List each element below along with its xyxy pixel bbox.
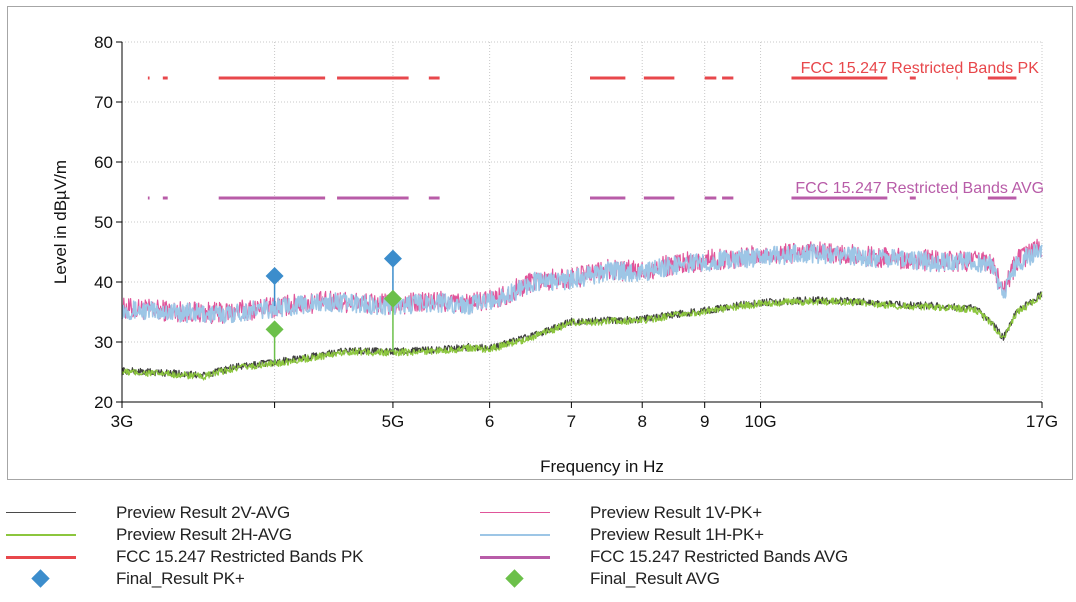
x-tick-label: 8 xyxy=(637,412,646,431)
y-tick-label: 60 xyxy=(94,153,113,172)
legend-label: Final_Result PK+ xyxy=(116,569,245,588)
final-result-marker xyxy=(383,289,402,308)
x-tick-label: 5G xyxy=(382,412,405,431)
legend-line xyxy=(6,512,76,513)
y-tick-label: 20 xyxy=(94,393,113,412)
legend-line-swatch xyxy=(480,502,550,524)
legend-diamond-swatch xyxy=(6,568,76,590)
y-tick-label: 70 xyxy=(94,93,113,112)
legend-line-swatch xyxy=(480,524,550,546)
x-tick-label: 9 xyxy=(700,412,709,431)
y-tick-label: 40 xyxy=(94,273,113,292)
x-tick-label: 3G xyxy=(111,412,134,431)
y-axis-label: Level in dBµV/m xyxy=(51,160,70,284)
y-tick-label: 80 xyxy=(94,33,113,52)
x-tick-label: 7 xyxy=(567,412,576,431)
final-result-marker xyxy=(383,249,402,268)
emission-chart: FCC 15.247 Restricted Bands PK FCC 15.247… xyxy=(51,33,1058,476)
x-tick-label: 17G xyxy=(1026,412,1058,431)
x-tick-label: 10G xyxy=(744,412,776,431)
legend-line xyxy=(480,512,550,513)
legend-item: Final_Result PK+ xyxy=(6,568,245,590)
legend-line-swatch xyxy=(6,502,76,524)
legend-item: Preview Result 2V-AVG xyxy=(6,502,290,524)
legend-label: FCC 15.247 Restricted Bands AVG xyxy=(590,547,849,566)
limit-label: FCC 15.247 Restricted Bands AVG xyxy=(795,180,1044,197)
legend-item: Preview Result 2H-AVG xyxy=(6,524,292,546)
y-tick-label: 30 xyxy=(94,333,113,352)
legend-label: Final_Result AVG xyxy=(590,569,720,588)
legend-label: Preview Result 2V-AVG xyxy=(116,503,291,522)
diamond-icon xyxy=(505,569,524,588)
diamond-icon xyxy=(31,569,50,588)
legend: Preview Result 2V-AVG Preview Result 1V-P… xyxy=(0,502,1076,602)
legend-line xyxy=(480,534,550,536)
limit-label: FCC 15.247 Restricted Bands PK xyxy=(801,60,1040,77)
legend-line-swatch xyxy=(6,546,76,568)
y-tick-label: 50 xyxy=(94,213,113,232)
legend-line-swatch xyxy=(480,546,550,568)
x-tick-label: 6 xyxy=(485,412,494,431)
legend-item: Preview Result 1V-PK+ xyxy=(480,502,762,524)
legend-label: Preview Result 1H-PK+ xyxy=(590,525,764,544)
legend-item: FCC 15.247 Restricted Bands PK xyxy=(6,546,363,568)
legend-diamond-swatch xyxy=(480,568,550,590)
legend-item: FCC 15.247 Restricted Bands AVG xyxy=(480,546,848,568)
legend-item: Final_Result AVG xyxy=(480,568,720,590)
x-axis-label: Frequency in Hz xyxy=(540,457,664,476)
legend-label: FCC 15.247 Restricted Bands PK xyxy=(116,547,364,566)
legend-line xyxy=(6,534,76,536)
final-result-marker xyxy=(265,267,284,285)
legend-line-swatch xyxy=(6,524,76,546)
final-result-marker xyxy=(265,320,284,339)
legend-line xyxy=(480,556,550,559)
legend-line xyxy=(6,556,76,559)
legend-item: Preview Result 1H-PK+ xyxy=(480,524,764,546)
legend-label: Preview Result 1V-PK+ xyxy=(590,503,763,522)
chart-frame xyxy=(7,6,1073,480)
legend-label: Preview Result 2H-AVG xyxy=(116,525,292,544)
